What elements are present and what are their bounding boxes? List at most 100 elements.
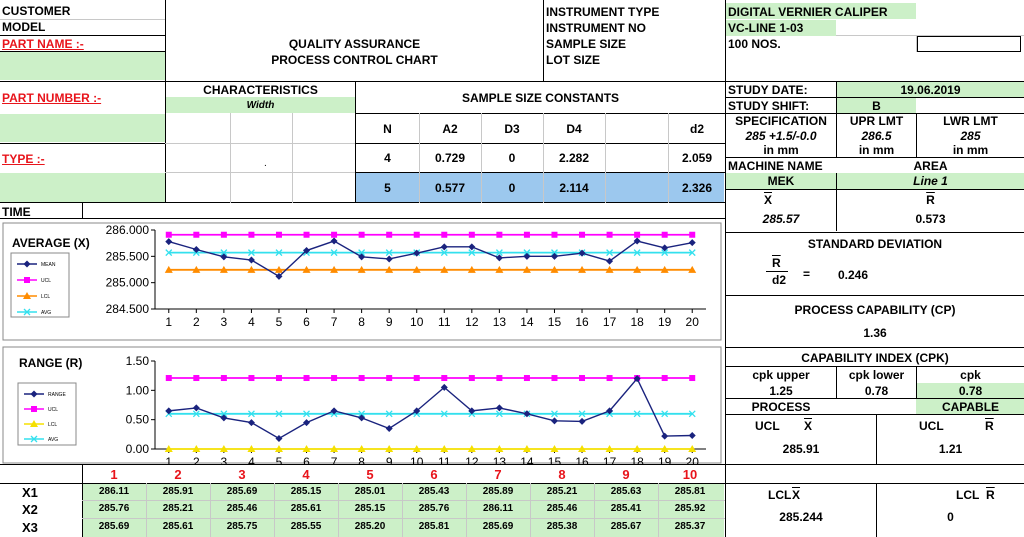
x-tick-label: 5	[276, 455, 283, 465]
point-ucl	[661, 231, 668, 238]
sample-cell[interactable]: 285.21	[546, 486, 578, 497]
sample-column-number: 3	[238, 467, 246, 482]
sample-column-number: 8	[558, 467, 566, 482]
sample-cell[interactable]: 285.69	[482, 521, 514, 532]
point-mean	[661, 244, 669, 252]
point-mean	[192, 245, 200, 253]
part-name-field[interactable]	[0, 52, 165, 80]
x-tick-label: 5	[276, 315, 283, 329]
spec-value: 285 +1.5/-0.0	[745, 129, 817, 143]
sample-cell[interactable]: 285.20	[354, 521, 386, 532]
point-avg	[303, 410, 310, 418]
legend-marker	[30, 420, 38, 427]
sample-cell[interactable]: 285.89	[482, 486, 514, 497]
const-cell: 0.729	[434, 151, 466, 165]
point-lcl	[219, 265, 228, 273]
const-header-n: N	[383, 122, 392, 136]
x-tick-label: 10	[410, 455, 424, 465]
sample-cell[interactable]: 285.46	[226, 503, 258, 514]
x-tick-label: 13	[493, 455, 507, 465]
sample-column-number: 9	[622, 467, 630, 482]
point-range	[606, 407, 614, 415]
cp-value: 1.36	[863, 326, 887, 340]
point-avg	[358, 249, 366, 257]
sample-cell[interactable]: 285.81	[418, 521, 450, 532]
sample-cell[interactable]: 285.46	[546, 503, 578, 514]
sample-cell[interactable]: 285.55	[290, 521, 322, 532]
time-label: TIME	[2, 205, 31, 219]
sample-cell[interactable]: 285.92	[674, 503, 706, 514]
point-lcl	[440, 265, 449, 273]
sample-cell[interactable]: 285.76	[418, 503, 450, 514]
point-lcl	[164, 265, 173, 273]
legend-marker	[24, 277, 30, 283]
point-ucl	[303, 231, 310, 238]
sd-value: 0.246	[838, 268, 869, 282]
point-avg	[275, 249, 283, 257]
sample-size-label: SAMPLE SIZE	[546, 37, 627, 51]
point-mean	[165, 238, 173, 246]
point-avg	[661, 410, 669, 418]
legend-marker	[23, 260, 31, 268]
sample-cell[interactable]: 285.81	[674, 486, 706, 497]
type-field[interactable]	[0, 173, 165, 202]
x-tick-label: 9	[386, 315, 393, 329]
point-ucl	[386, 231, 393, 238]
const-cell-selected: 2.114	[559, 181, 589, 195]
point-range	[440, 383, 448, 391]
sample-cell[interactable]: 285.63	[610, 486, 642, 497]
point-lcl	[578, 445, 587, 452]
sample-cell[interactable]: 285.91	[162, 486, 194, 497]
sample-cell[interactable]: 285.38	[546, 521, 578, 532]
sample-cell[interactable]: 285.61	[162, 521, 194, 532]
x-tick-label: 7	[331, 315, 338, 329]
point-ucl	[468, 231, 475, 238]
sample-cell[interactable]: 285.76	[98, 503, 130, 514]
sample-cell[interactable]: 285.41	[610, 503, 642, 514]
sample-cell[interactable]: 286.11	[98, 486, 130, 497]
constants-title: SAMPLE SIZE CONSTANTS	[461, 91, 620, 105]
const-cell: 4	[384, 151, 391, 165]
sample-row-label: X1	[22, 485, 38, 500]
point-range	[192, 404, 200, 412]
point-avg	[247, 249, 255, 257]
sample-cell[interactable]: 285.69	[98, 521, 130, 532]
sample-size-value: 100 NOS.	[728, 37, 781, 51]
const-header-d2: d2	[689, 122, 704, 136]
sample-size-box[interactable]	[917, 36, 1021, 52]
point-lcl	[192, 265, 201, 273]
part-number-field[interactable]	[0, 114, 165, 142]
sample-cell[interactable]: 285.69	[226, 486, 258, 497]
sample-cell[interactable]: 285.67	[610, 521, 642, 532]
sample-cell[interactable]: 286.11	[482, 503, 514, 514]
sample-cell[interactable]: 285.61	[290, 503, 322, 514]
sample-cell[interactable]: 285.37	[674, 521, 706, 532]
point-ucl	[634, 231, 641, 238]
sample-cell[interactable]: 285.21	[162, 503, 194, 514]
point-range	[275, 434, 283, 442]
sample-cell[interactable]: 285.75	[226, 521, 258, 532]
point-mean	[495, 254, 503, 262]
x-tick-label: 2	[193, 455, 200, 465]
x-tick-label: 3	[221, 315, 228, 329]
point-avg	[192, 410, 200, 418]
point-lcl	[660, 445, 669, 452]
avg-chart-title: AVERAGE (X)	[12, 236, 90, 250]
sample-cell[interactable]: 285.15	[290, 486, 322, 497]
unit-label: in mm	[763, 143, 799, 157]
legend-label: AVG	[41, 310, 51, 316]
point-lcl	[660, 265, 669, 273]
x-tick-label: 7	[331, 455, 338, 465]
x-tick-label: 12	[465, 455, 479, 465]
point-ucl	[275, 231, 282, 238]
sample-cell[interactable]: 285.43	[418, 486, 450, 497]
cpk-col-label: cpk	[960, 368, 981, 382]
point-avg	[688, 249, 696, 257]
x-tick-label: 11	[438, 455, 451, 465]
sample-cell[interactable]: 285.01	[354, 486, 386, 497]
x-tick-label: 2	[193, 315, 200, 329]
sample-cell[interactable]: 285.15	[354, 503, 386, 514]
xbar-symbol: X	[763, 193, 772, 207]
y-tick-label: 286.000	[106, 223, 150, 237]
const-cell-selected: 2.326	[681, 181, 713, 195]
